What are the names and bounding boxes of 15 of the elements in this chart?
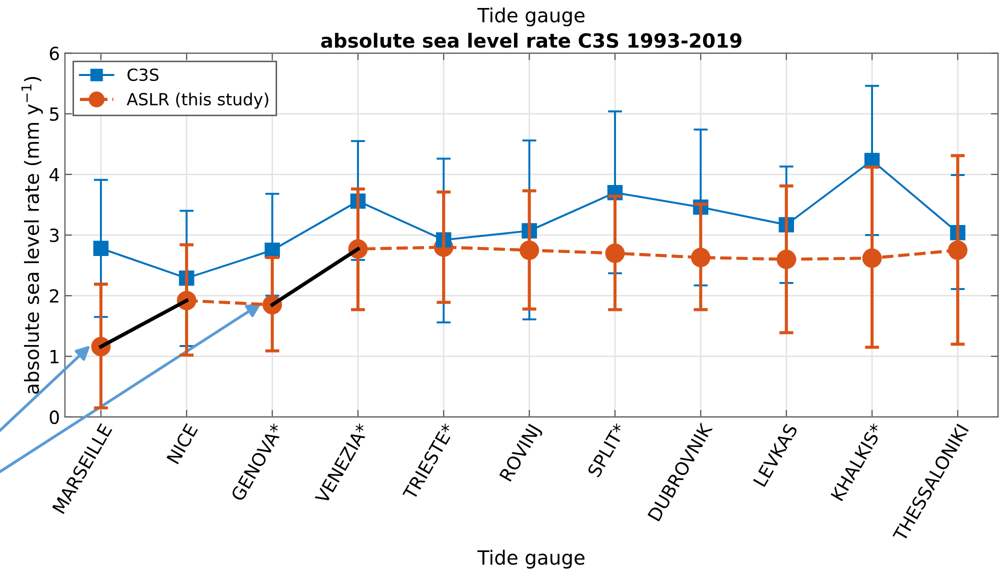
legend-label: C3S	[128, 68, 158, 82]
y-axis-title: absolute sea level rate (mm y$^{−1}$)	[21, 76, 43, 394]
y-tick-label: 2	[50, 289, 58, 303]
point	[93, 240, 109, 256]
chart-title: absolute sea level rate C3S 1993-2019	[321, 32, 742, 48]
y-tick-label: 3	[50, 228, 59, 242]
x-axis-title: Tide gauge	[477, 550, 584, 569]
y-tick-label: 0	[50, 410, 59, 424]
point	[264, 242, 280, 258]
y-tick-label: 4	[49, 168, 60, 182]
chart-subtitle: Tide gauge	[477, 7, 584, 26]
y-tick-label: 6	[50, 46, 59, 60]
y-tick-label: 5	[50, 107, 58, 121]
y-tick-label: 1	[50, 350, 58, 364]
legend-label: ASLR (this study)	[126, 92, 268, 109]
